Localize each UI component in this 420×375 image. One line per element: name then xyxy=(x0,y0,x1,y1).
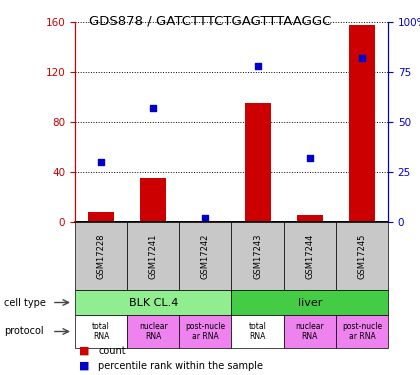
Point xyxy=(150,105,157,111)
Bar xyxy=(88,212,114,222)
Text: nuclear
RNA: nuclear RNA xyxy=(295,322,324,341)
Text: GSM17228: GSM17228 xyxy=(97,233,105,279)
Text: ■: ■ xyxy=(79,361,90,371)
Text: GSM17244: GSM17244 xyxy=(305,233,314,279)
Text: post-nucle
ar RNA: post-nucle ar RNA xyxy=(342,322,382,341)
Point xyxy=(254,63,261,69)
Bar xyxy=(244,103,270,222)
Text: cell type: cell type xyxy=(4,297,46,307)
Text: GSM17245: GSM17245 xyxy=(357,233,366,279)
Bar xyxy=(140,178,166,222)
Bar xyxy=(349,24,375,222)
Text: GSM17241: GSM17241 xyxy=(149,233,158,279)
Point xyxy=(307,155,313,161)
Text: GSM17243: GSM17243 xyxy=(253,233,262,279)
Text: post-nucle
ar RNA: post-nucle ar RNA xyxy=(185,322,226,341)
Text: GSM17242: GSM17242 xyxy=(201,233,210,279)
Point xyxy=(98,159,105,165)
Text: percentile rank within the sample: percentile rank within the sample xyxy=(98,361,263,371)
Text: count: count xyxy=(98,346,126,356)
Text: liver: liver xyxy=(297,297,322,307)
Point xyxy=(359,55,365,61)
Text: BLK CL.4: BLK CL.4 xyxy=(129,297,178,307)
Text: nuclear
RNA: nuclear RNA xyxy=(139,322,168,341)
Bar xyxy=(192,221,218,222)
Bar xyxy=(297,214,323,222)
Text: ■: ■ xyxy=(79,346,90,356)
Text: total
RNA: total RNA xyxy=(92,322,110,341)
Point xyxy=(202,215,209,221)
Text: total
RNA: total RNA xyxy=(249,322,267,341)
Text: protocol: protocol xyxy=(4,327,44,336)
Text: GDS878 / GATCTTTCTGAGTTTAAGGC: GDS878 / GATCTTTCTGAGTTTAAGGC xyxy=(89,14,331,27)
